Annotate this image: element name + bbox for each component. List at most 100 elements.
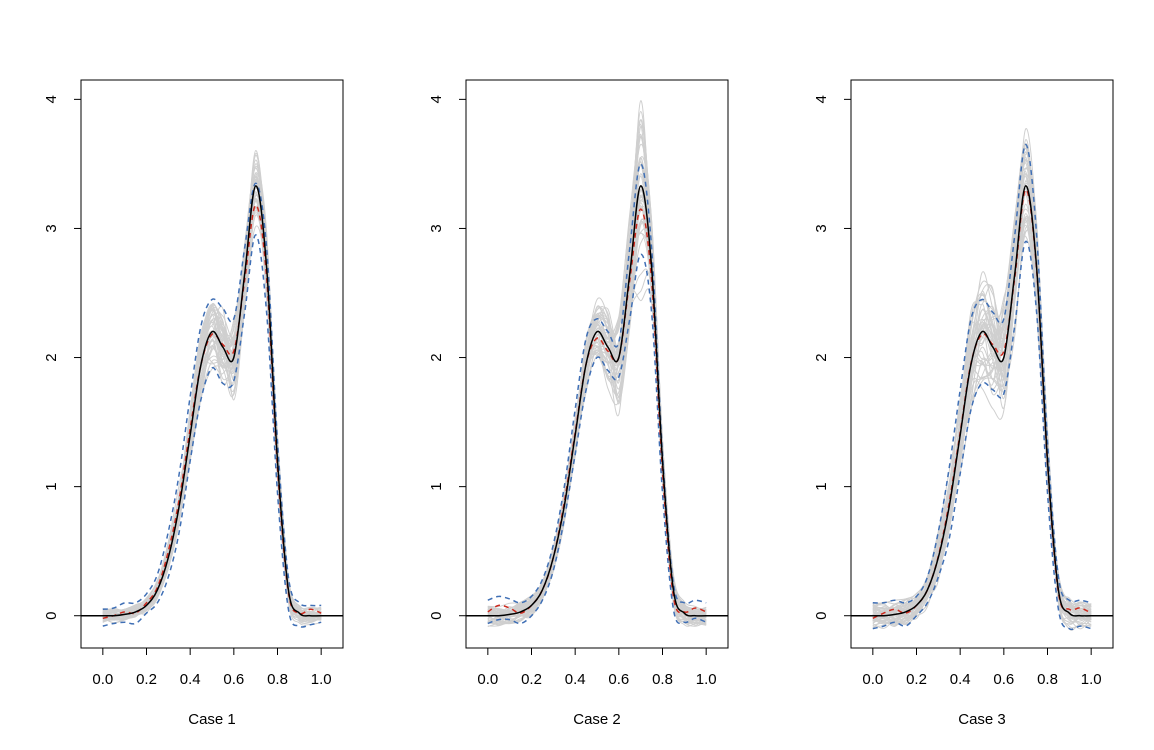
sample-curve (487, 220, 707, 623)
sample-curve (102, 152, 322, 617)
sample-curves (872, 128, 1092, 631)
sample-curve (102, 179, 322, 616)
sample-curves (102, 150, 322, 626)
sample-curve (487, 161, 707, 616)
sample-curve (102, 172, 322, 619)
x-tick-label: 0.2 (521, 671, 542, 688)
plot-frame (850, 79, 1114, 649)
sample-curve (102, 198, 322, 619)
sample-curve (487, 194, 707, 627)
sample-curve (102, 176, 322, 617)
sample-curve (487, 218, 707, 625)
mean-curve (872, 188, 1092, 619)
y-axis: 0 1 2 3 4 (43, 95, 81, 620)
sample-curve (872, 167, 1092, 616)
y-tick-label: 1 (813, 482, 830, 490)
sample-curve (102, 178, 322, 622)
y-tick-label: 1 (428, 482, 445, 490)
x-tick-label: 0.6 (223, 671, 244, 688)
sample-curve (487, 156, 707, 616)
x-tick-label: 0.8 (652, 671, 673, 688)
sample-curve (872, 219, 1092, 626)
sample-curve (102, 200, 322, 621)
sample-curve (102, 154, 322, 618)
sample-curve (872, 218, 1092, 630)
sample-curve (872, 208, 1092, 621)
sample-curve (487, 119, 707, 618)
sample-curve (102, 187, 322, 620)
sample-curve (102, 180, 322, 618)
sample-curve (102, 177, 322, 617)
sample-curve (487, 164, 707, 618)
sample-curve (102, 214, 322, 623)
sample-curve (487, 221, 707, 624)
x-tick-label: 0.0 (862, 671, 883, 688)
sample-curve (872, 213, 1092, 621)
sample-curve (872, 235, 1092, 623)
sample-curve (872, 203, 1092, 629)
x-tick-label: 0.8 (267, 671, 288, 688)
sample-curve (872, 188, 1092, 625)
sample-curve (872, 151, 1092, 622)
sample-curve (872, 190, 1092, 615)
y-tick-label: 2 (43, 353, 60, 361)
panel-case-1: 0.0 0.2 0.4 0.6 0.8 1.0 0 1 2 3 4 Case 1 (43, 79, 344, 728)
sample-curve (872, 167, 1092, 618)
x-tick-label: 0.0 (477, 671, 498, 688)
sample-curve (487, 136, 707, 625)
sample-curve (872, 175, 1092, 622)
sample-curve (487, 199, 707, 621)
sample-curve (872, 151, 1092, 624)
y-tick-label: 2 (813, 353, 830, 361)
sample-curve (872, 188, 1092, 621)
sample-curve (487, 173, 707, 625)
sample-curve (872, 216, 1092, 626)
sample-curve (102, 206, 322, 621)
sample-curve (872, 182, 1092, 627)
sample-curve (487, 196, 707, 621)
sample-curve (872, 143, 1092, 618)
sample-curve (872, 160, 1092, 624)
sample-curve (102, 173, 322, 621)
y-tick-label: 1 (43, 482, 60, 490)
sample-curve (102, 159, 322, 617)
sample-curve (487, 157, 707, 618)
upper-band-curve (102, 182, 322, 611)
sample-curve (872, 180, 1092, 618)
sample-curve (102, 191, 322, 622)
x-axis-title: Case 2 (573, 711, 621, 728)
y-tick-label: 3 (43, 224, 60, 232)
y-axis: 0 1 2 3 4 (428, 95, 466, 620)
x-axis: 0.0 0.2 0.4 0.6 0.8 1.0 (92, 648, 332, 688)
x-axis: 0.0 0.2 0.4 0.6 0.8 1.0 (477, 648, 717, 688)
plot-area (487, 100, 707, 627)
sample-curve (487, 206, 707, 627)
sample-curve (872, 190, 1092, 612)
sample-curve (102, 181, 322, 619)
y-tick-label: 3 (428, 224, 445, 232)
plot-area (102, 150, 322, 626)
sample-curve (102, 179, 322, 617)
sample-curve (487, 232, 707, 625)
sample-curve (102, 197, 322, 619)
y-axis: 0 1 2 3 4 (813, 95, 851, 620)
sample-curve (102, 180, 322, 620)
sample-curve (102, 194, 322, 618)
sample-curve (102, 225, 322, 626)
sample-curve (487, 135, 707, 617)
x-tick-label: 0.0 (92, 671, 113, 688)
x-tick-label: 1.0 (696, 671, 717, 688)
x-tick-label: 0.8 (1037, 671, 1058, 688)
x-tick-label: 1.0 (1081, 671, 1102, 688)
sample-curve (102, 207, 322, 624)
sample-curve (487, 232, 707, 624)
sample-curve (872, 171, 1092, 623)
sample-curve (102, 198, 322, 624)
sample-curve (487, 124, 707, 618)
sample-curve (487, 193, 707, 626)
x-tick-label: 1.0 (311, 671, 332, 688)
y-tick-label: 4 (428, 95, 445, 103)
sample-curve (102, 201, 322, 619)
sample-curve (102, 167, 322, 619)
x-tick-label: 0.6 (608, 671, 629, 688)
